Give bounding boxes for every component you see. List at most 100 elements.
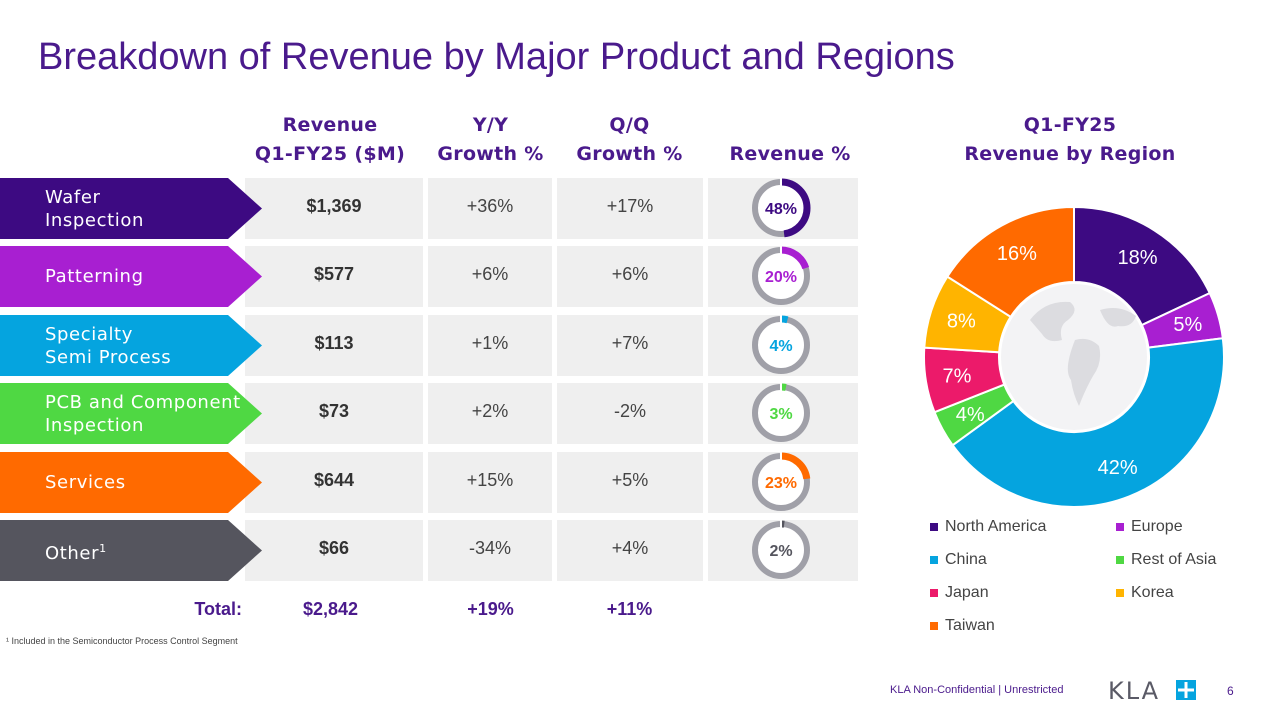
region-chart-title-line2: Revenue by Region	[964, 143, 1176, 165]
globe-landmass	[1067, 338, 1101, 406]
legend-label: Rest of Asia	[1131, 551, 1217, 568]
revenue-pct-label: 2%	[769, 543, 792, 560]
row-bg-qq	[557, 178, 703, 239]
row-bg-revenue	[245, 178, 423, 239]
row-bg-qq	[557, 452, 703, 513]
product-label-line2: Semi Process	[45, 346, 172, 368]
slice-north-america	[1073, 205, 1212, 327]
revenue-pct-ring: 20%	[751, 246, 811, 306]
footer-classification: KLA Non-Confidential | Unrestricted	[890, 684, 1064, 696]
qq-growth-value: +7%	[611, 333, 649, 353]
header-qq-growth: Q/Q Growth %	[567, 111, 692, 169]
row-bg-yy	[428, 452, 552, 513]
revenue-pct-ring: 48%	[751, 178, 811, 238]
qq-growth-value: +5%	[611, 470, 649, 490]
row-bg-yy	[428, 315, 552, 376]
product-label-line1-text: PCB and Component	[45, 391, 241, 413]
row-bg-yy	[428, 520, 552, 581]
legend-label: Korea	[1131, 584, 1174, 601]
yy-growth-value: -34%	[468, 538, 512, 558]
row-bg-qq	[557, 315, 703, 376]
legend-swatch	[1116, 556, 1124, 564]
ring-gap	[780, 246, 782, 255]
product-label-line1: Other1	[45, 537, 107, 565]
legend-item: Europe	[1116, 518, 1183, 536]
qq-growth-value: -2%	[613, 401, 646, 421]
product-label-line1: Specialty	[45, 323, 171, 346]
slice-china	[951, 337, 1225, 508]
legend-item: Rest of Asia	[1116, 551, 1216, 569]
revenue-value: $73	[318, 401, 350, 421]
product-label-line1: PCB and Component	[45, 391, 241, 414]
header-yy-line1: Y/Y	[472, 114, 509, 136]
globe-landmass	[1030, 301, 1075, 342]
row-bg-yy	[428, 178, 552, 239]
product-label-line2: Inspection	[45, 414, 144, 436]
product-label-line1-text: Services	[45, 472, 126, 493]
ring-gap	[780, 520, 782, 529]
header-qq-line2: Growth %	[576, 143, 683, 165]
row-bg-yy	[428, 383, 552, 444]
product-label-text: PCB and Component Inspection	[45, 391, 241, 437]
header-revenue-line1: Revenue	[282, 114, 378, 136]
yy-growth-value: +1%	[471, 333, 509, 353]
slice-label: 18%	[1117, 247, 1157, 269]
ring-gap	[780, 315, 782, 324]
revenue-pct-label: 48%	[765, 201, 797, 218]
qq-growth-value: +4%	[611, 538, 649, 558]
header-yy-growth: Y/Y Growth %	[428, 111, 553, 169]
logo-text: KLA	[1108, 677, 1160, 703]
yy-growth-value: +6%	[471, 264, 509, 284]
legend-item: Japan	[930, 584, 989, 602]
header-qq-line1: Q/Q	[609, 114, 650, 136]
total-label: Total:	[194, 599, 242, 619]
product-label-4: Services	[0, 452, 262, 513]
product-label-text: Specialty Semi Process	[45, 323, 171, 369]
product-label-line1-text: Wafer	[45, 186, 101, 208]
qq-growth-value: +6%	[611, 264, 649, 284]
revenue-pct-label: 23%	[765, 475, 797, 492]
row-bg-qq	[557, 246, 703, 307]
revenue-pct-ring: 3%	[751, 383, 811, 443]
product-label-line1-text: Patterning	[45, 266, 144, 287]
region-chart-title-line1: Q1-FY25	[1023, 114, 1117, 136]
legend-label: China	[945, 551, 987, 568]
product-label-line1: Patterning	[45, 265, 144, 288]
header-revenue-pct: Revenue %	[729, 143, 851, 165]
product-label-line1-text: Other	[45, 542, 100, 564]
legend-item: North America	[930, 518, 1046, 536]
revenue-value: $1,369	[306, 196, 362, 216]
slice-label: 16%	[997, 243, 1037, 265]
product-label-line1: Wafer	[45, 186, 144, 209]
legend-swatch	[930, 556, 938, 564]
revenue-value: $66	[318, 538, 350, 558]
legend-label: Europe	[1131, 518, 1183, 535]
slice-label: 42%	[1098, 457, 1138, 479]
row-bg-qq	[557, 383, 703, 444]
footnote-marker: 1	[99, 541, 107, 555]
header-yy-line2: Growth %	[437, 143, 544, 165]
product-label-5: Other1	[0, 520, 262, 581]
legend-item: China	[930, 551, 987, 569]
yy-growth-value: +36%	[466, 196, 514, 216]
slice-label: 7%	[943, 366, 972, 388]
legend-item: Korea	[1116, 584, 1174, 602]
revenue-value: $644	[313, 470, 355, 490]
slice-label: 4%	[956, 404, 985, 426]
ring-gap	[780, 383, 782, 392]
row-bg-qq	[557, 520, 703, 581]
slice-label: 8%	[947, 310, 976, 332]
region-chart-title: Q1-FY25 Revenue by Region	[935, 111, 1205, 169]
slice-label: 5%	[1173, 314, 1202, 336]
legend-item: Taiwan	[930, 617, 995, 635]
total-qq: +11%	[606, 599, 653, 619]
qq-growth-value: +17%	[606, 196, 654, 216]
product-label-text: Wafer Inspection	[45, 186, 144, 232]
total-yy: +19%	[467, 599, 514, 619]
product-label-line1: Services	[45, 471, 126, 494]
legend-label: Japan	[945, 584, 989, 601]
legend-swatch	[930, 622, 938, 630]
product-label-text: Patterning	[45, 265, 144, 288]
row-bg-revenue	[245, 383, 423, 444]
product-label-text: Services	[45, 471, 126, 494]
